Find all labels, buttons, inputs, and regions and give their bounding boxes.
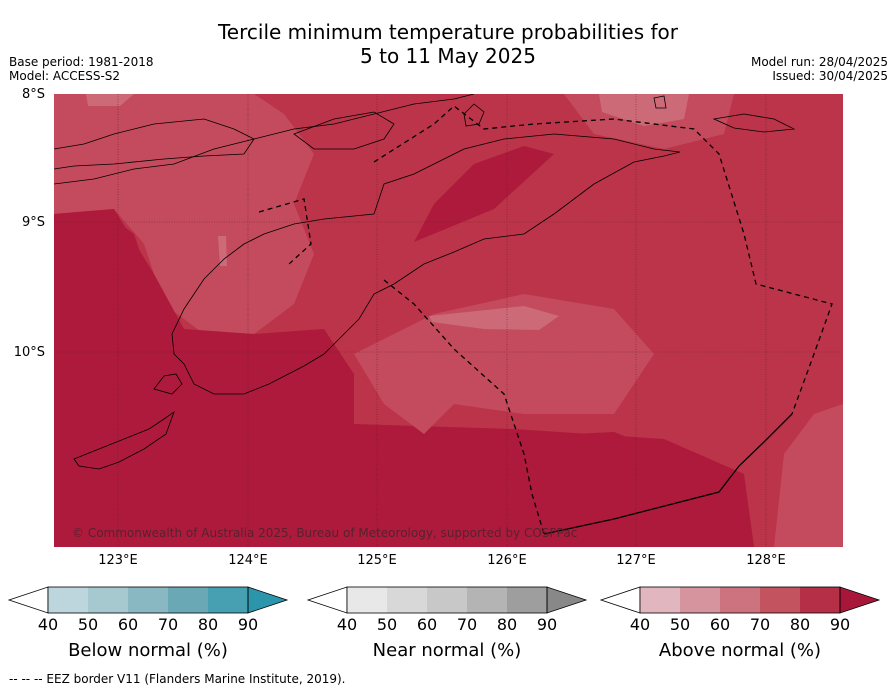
legend-near-tick-50: 50 bbox=[376, 615, 398, 634]
legend-above-tick-80: 80 bbox=[789, 615, 811, 634]
region-60-nw bbox=[86, 94, 134, 106]
legend-swatch bbox=[760, 587, 800, 613]
legend-below-tick-40: 40 bbox=[37, 615, 59, 634]
coast-rote bbox=[73, 410, 175, 470]
legend-arrow-low bbox=[306, 586, 348, 614]
region-90-southwest bbox=[54, 209, 354, 547]
legend-near-tick-60: 60 bbox=[416, 615, 438, 634]
legend-below-normal bbox=[7, 586, 289, 614]
legend-below-tick-50: 50 bbox=[77, 615, 99, 634]
region-60-center bbox=[429, 306, 559, 330]
legend-border bbox=[346, 586, 548, 614]
eez-line-west bbox=[383, 279, 545, 535]
legend-above-normal bbox=[599, 586, 881, 614]
legend-border bbox=[47, 586, 249, 614]
coast-sumba bbox=[53, 118, 255, 170]
coast-islet-b bbox=[153, 373, 183, 395]
legend-swatch bbox=[387, 587, 427, 613]
lat-label-9s: 9°S bbox=[21, 215, 45, 230]
lat-label-10s: 10°S bbox=[13, 345, 45, 360]
legend-swatch bbox=[680, 587, 720, 613]
legend-swatch bbox=[427, 587, 467, 613]
base-period: Base period: 1981-2018 bbox=[9, 55, 154, 69]
legend-arrow-high bbox=[546, 586, 588, 614]
legend-above-tick-50: 50 bbox=[669, 615, 691, 634]
eez-footer-note: -- -- -- EEZ border V11 (Flanders Marine… bbox=[9, 672, 346, 686]
map-svg bbox=[53, 93, 843, 547]
issued-date: Issued: 30/04/2025 bbox=[772, 69, 888, 83]
lat-label-8s: 8°S bbox=[21, 87, 45, 102]
region-70-center bbox=[354, 294, 654, 434]
coast-tanimbar bbox=[712, 113, 796, 133]
legend-swatch bbox=[347, 587, 387, 613]
legend-bars bbox=[7, 586, 881, 614]
lon-label-128e: 128°E bbox=[746, 553, 786, 568]
legend-arrow-high bbox=[247, 586, 289, 614]
legend-near-tick-90: 90 bbox=[536, 615, 558, 634]
coastlines bbox=[53, 93, 796, 470]
region-90-patch-north bbox=[414, 146, 554, 242]
legend-swatch bbox=[507, 587, 547, 613]
legend-border bbox=[639, 586, 841, 614]
legend-near-tick-40: 40 bbox=[336, 615, 358, 634]
legend-swatch bbox=[720, 587, 760, 613]
legend-below-tick-70: 70 bbox=[157, 615, 179, 634]
probability-map: © Commonwealth of Australia 2025, Bureau… bbox=[53, 93, 843, 547]
eez-solid-line bbox=[543, 413, 793, 535]
legend-swatch bbox=[48, 587, 88, 613]
legend-below-tick-60: 60 bbox=[117, 615, 139, 634]
coast-islet-a bbox=[653, 95, 667, 109]
legend-arrow-high bbox=[839, 586, 881, 614]
copyright-notice: © Commonwealth of Australia 2025, Bureau… bbox=[72, 526, 578, 540]
legend-swatch bbox=[88, 587, 128, 613]
legend-above-tick-70: 70 bbox=[749, 615, 771, 634]
eez-line-north bbox=[373, 105, 833, 415]
coast-wetar bbox=[463, 103, 485, 127]
legend-near-tick-80: 80 bbox=[496, 615, 518, 634]
legend-arrow-low bbox=[599, 586, 641, 614]
legend-swatch bbox=[467, 587, 507, 613]
coast-timor bbox=[171, 133, 681, 395]
eez-border bbox=[258, 105, 833, 535]
legend-swatch bbox=[640, 587, 680, 613]
region-70-west bbox=[54, 94, 314, 334]
lon-label-125e: 125°E bbox=[357, 553, 397, 568]
legend-below-tick-90: 90 bbox=[237, 615, 259, 634]
coast-timor-north bbox=[53, 93, 475, 185]
legend-below-tick-80: 80 bbox=[197, 615, 219, 634]
region-90-patch-south bbox=[502, 432, 646, 486]
region-60-north bbox=[599, 94, 689, 126]
legend-near-title: Near normal (%) bbox=[372, 640, 522, 661]
legend-above-title: Above normal (%) bbox=[658, 640, 822, 661]
coast-flores bbox=[293, 111, 395, 150]
lon-label-123e: 123°E bbox=[98, 553, 138, 568]
legend-above-tick-40: 40 bbox=[629, 615, 651, 634]
legend-swatch bbox=[800, 587, 840, 613]
legend-arrow-low bbox=[7, 586, 49, 614]
model-run: Model run: 28/04/2025 bbox=[750, 55, 888, 69]
legend-swatch bbox=[128, 587, 168, 613]
eez-solid bbox=[543, 413, 793, 535]
lon-label-126e: 126°E bbox=[487, 553, 527, 568]
title-line-2: 5 to 11 May 2025 bbox=[360, 44, 536, 68]
model-name: Model: ACCESS-S2 bbox=[9, 69, 121, 83]
legend-near-normal bbox=[306, 586, 588, 614]
title-line-1: Tercile minimum temperature probabilitie… bbox=[217, 20, 679, 44]
legend-above-tick-60: 60 bbox=[709, 615, 731, 634]
legend-swatch bbox=[208, 587, 248, 613]
legend-near-tick-70: 70 bbox=[456, 615, 478, 634]
legend-above-tick-90: 90 bbox=[829, 615, 851, 634]
gridlines bbox=[54, 94, 843, 547]
legend-below-title: Below normal (%) bbox=[68, 640, 228, 661]
region-70-southeast bbox=[774, 404, 843, 547]
lon-label-127e: 127°E bbox=[616, 553, 656, 568]
legend-swatch bbox=[168, 587, 208, 613]
lon-label-124e: 124°E bbox=[228, 553, 268, 568]
